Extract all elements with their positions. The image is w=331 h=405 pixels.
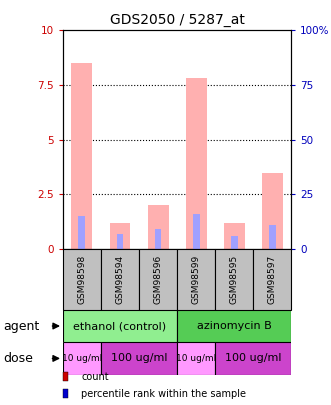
- Text: 100 ug/ml: 100 ug/ml: [225, 354, 281, 363]
- Bar: [78, 216, 85, 249]
- Bar: [155, 229, 162, 249]
- Bar: [253, 249, 291, 310]
- Bar: [63, 310, 177, 342]
- Bar: [139, 249, 177, 310]
- Text: count: count: [81, 371, 109, 382]
- Text: GSM98598: GSM98598: [77, 255, 86, 304]
- Title: GDS2050 / 5287_at: GDS2050 / 5287_at: [110, 13, 245, 27]
- Text: agent: agent: [3, 320, 40, 333]
- Text: percentile rank within the sample: percentile rank within the sample: [81, 388, 246, 399]
- Text: 10 ug/ml: 10 ug/ml: [176, 354, 216, 363]
- Text: dose: dose: [3, 352, 33, 365]
- Bar: [269, 225, 276, 249]
- Text: GSM98599: GSM98599: [192, 255, 201, 304]
- Bar: [193, 214, 200, 249]
- Bar: [224, 223, 245, 249]
- Bar: [63, 249, 101, 310]
- Bar: [117, 234, 123, 249]
- Text: ethanol (control): ethanol (control): [73, 321, 166, 331]
- Bar: [186, 79, 207, 249]
- Bar: [110, 223, 130, 249]
- Text: GSM98594: GSM98594: [116, 255, 124, 304]
- Text: 100 ug/ml: 100 ug/ml: [111, 354, 167, 363]
- Bar: [71, 63, 92, 249]
- Bar: [177, 342, 215, 375]
- Text: 10 ug/ml: 10 ug/ml: [62, 354, 102, 363]
- Text: GSM98597: GSM98597: [268, 255, 277, 304]
- Bar: [177, 249, 215, 310]
- Text: GSM98596: GSM98596: [154, 255, 163, 304]
- Bar: [231, 236, 238, 249]
- Text: GSM98595: GSM98595: [230, 255, 239, 304]
- Bar: [215, 249, 253, 310]
- Bar: [262, 173, 283, 249]
- Bar: [63, 342, 101, 375]
- Text: azinomycin B: azinomycin B: [197, 321, 271, 331]
- Bar: [101, 249, 139, 310]
- Bar: [215, 342, 291, 375]
- Bar: [148, 205, 168, 249]
- Bar: [101, 342, 177, 375]
- Bar: [177, 310, 291, 342]
